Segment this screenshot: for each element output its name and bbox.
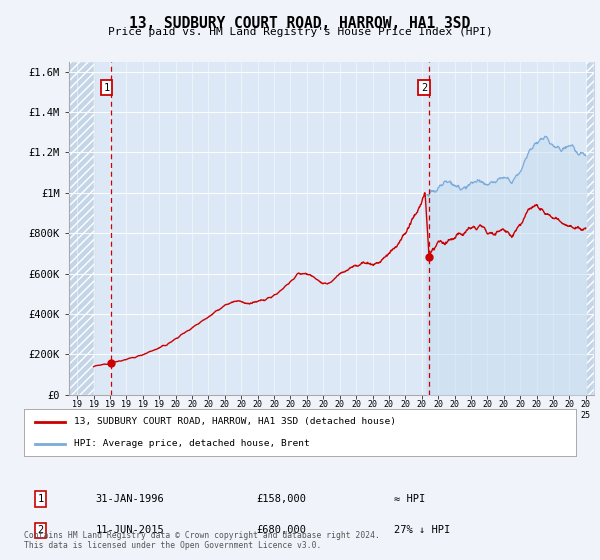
Text: 13, SUDBURY COURT ROAD, HARROW, HA1 3SD (detached house): 13, SUDBURY COURT ROAD, HARROW, HA1 3SD … bbox=[74, 417, 395, 426]
Text: 27% ↓ HPI: 27% ↓ HPI bbox=[394, 525, 450, 535]
Text: 2: 2 bbox=[421, 83, 427, 93]
Text: £158,000: £158,000 bbox=[256, 494, 306, 504]
Text: 1: 1 bbox=[37, 494, 44, 504]
Text: HPI: Average price, detached house, Brent: HPI: Average price, detached house, Bren… bbox=[74, 439, 310, 448]
Text: Price paid vs. HM Land Registry's House Price Index (HPI): Price paid vs. HM Land Registry's House … bbox=[107, 27, 493, 37]
Text: £680,000: £680,000 bbox=[256, 525, 306, 535]
Text: ≈ HPI: ≈ HPI bbox=[394, 494, 425, 504]
Text: 13, SUDBURY COURT ROAD, HARROW, HA1 3SD: 13, SUDBURY COURT ROAD, HARROW, HA1 3SD bbox=[130, 16, 470, 31]
Text: 31-JAN-1996: 31-JAN-1996 bbox=[96, 494, 164, 504]
Text: 2: 2 bbox=[37, 525, 44, 535]
Text: 11-JUN-2015: 11-JUN-2015 bbox=[96, 525, 164, 535]
Text: Contains HM Land Registry data © Crown copyright and database right 2024.
This d: Contains HM Land Registry data © Crown c… bbox=[24, 530, 380, 550]
Text: 1: 1 bbox=[103, 83, 110, 93]
